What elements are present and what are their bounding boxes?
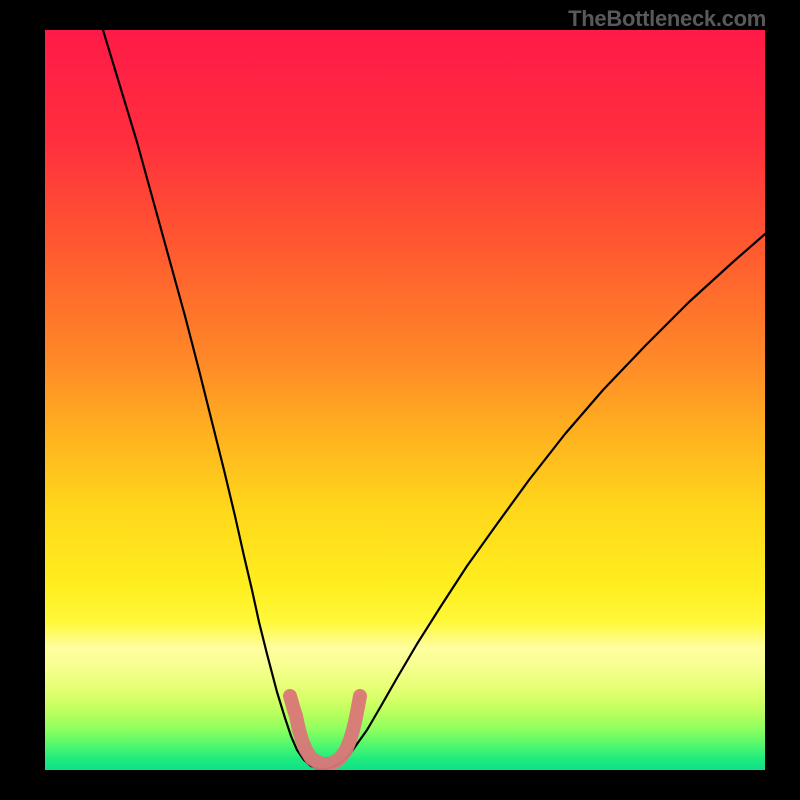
plot-area xyxy=(45,30,765,770)
watermark-label: TheBottleneck.com xyxy=(568,6,766,32)
chart-container: TheBottleneck.com xyxy=(0,0,800,800)
